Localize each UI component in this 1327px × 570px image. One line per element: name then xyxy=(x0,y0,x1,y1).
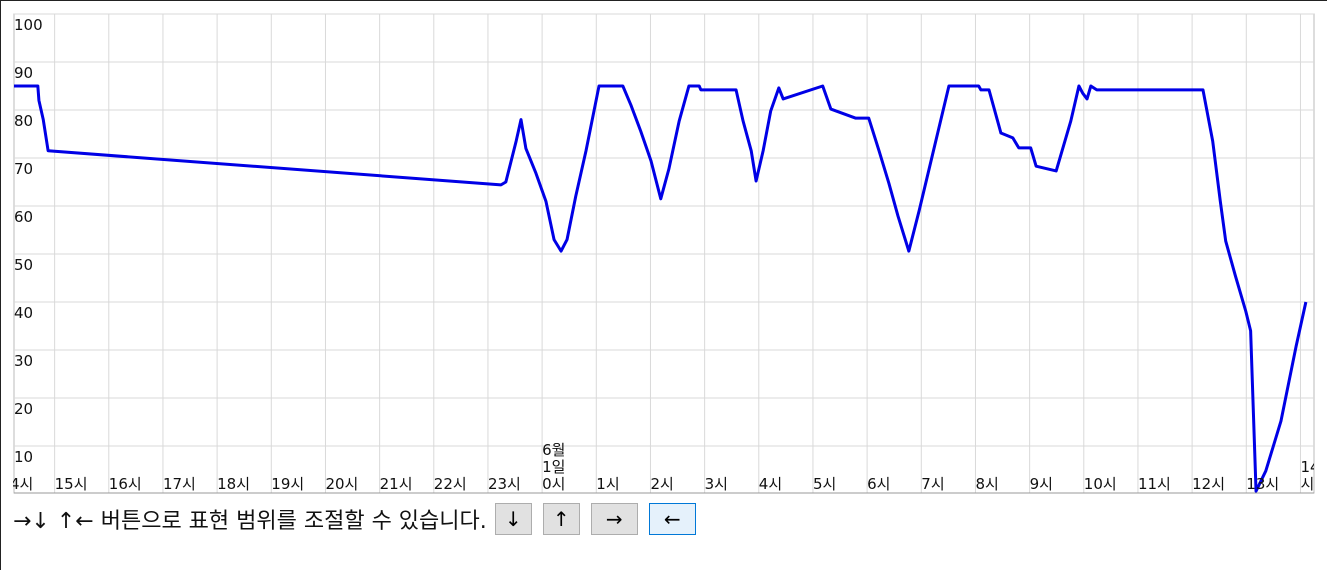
y-tick-label: 60 xyxy=(14,208,33,226)
x-axis-labels: 14시 15시 16시 17시 18시 19시 20시 21시 22시 23시 6월 1일 0시 1시… xyxy=(13,431,1314,501)
x-tick-label: 6시 xyxy=(867,475,891,493)
x-tick-label: 15시 xyxy=(54,475,88,493)
chart-area: 10 20 30 40 50 60 70 80 90 100 14시 15시 16시 17시 18시 19시… xyxy=(1,1,1327,501)
y-tick-label: 30 xyxy=(14,352,33,370)
x-tick-label: 8시 xyxy=(975,475,999,493)
x-tick-label: 16시 xyxy=(108,475,142,493)
x-tick-label: 7시 xyxy=(921,475,945,493)
y-tick-label: 10 xyxy=(14,448,33,466)
down-button[interactable]: ↓ xyxy=(494,503,532,535)
x-tick-label: 10시 xyxy=(1083,475,1117,493)
x-tick-label: 14시 xyxy=(1300,458,1314,493)
x-tick-label: 23시 xyxy=(487,475,521,493)
x-tick-label: 21시 xyxy=(379,475,413,493)
instructions: →↓ ↑← 버튼으로 표현 범위를 조절할 수 있습니다. xyxy=(13,509,487,534)
right-button[interactable]: → xyxy=(590,503,638,535)
y-tick-label: 80 xyxy=(14,112,33,130)
x-tick-label: 19시 xyxy=(271,475,305,493)
left-button[interactable]: ← xyxy=(648,503,696,535)
x-tick-label: 17시 xyxy=(162,475,196,493)
x-tick-label: 20시 xyxy=(325,475,359,493)
chart: 10 20 30 40 50 60 70 80 90 100 xyxy=(13,13,1315,494)
y-tick-label: 50 xyxy=(14,256,33,274)
controls: →↓ ↑← 버튼으로 표현 범위를 조절할 수 있습니다. ↓ ↑ → ← xyxy=(13,501,707,537)
x-tick-label: 12시 xyxy=(1192,475,1226,493)
x-tick-label: 2시 xyxy=(650,475,674,493)
x-tick-label: 3시 xyxy=(704,475,728,493)
y-tick-label: 100 xyxy=(14,16,43,34)
x-tick-label: 18시 xyxy=(217,475,251,493)
x-tick-label: 1시 xyxy=(596,475,620,493)
y-tick-label: 90 xyxy=(14,64,33,82)
data-line xyxy=(14,84,1308,493)
x-tick-label: 11시 xyxy=(1137,475,1171,493)
x-tick-label: 4시 xyxy=(758,475,783,493)
y-tick-label: 20 xyxy=(14,400,33,418)
x-tick-label: 13시 xyxy=(1246,475,1280,493)
x-tick-label: 9시 xyxy=(1029,475,1053,493)
y-tick-label: 40 xyxy=(14,304,33,322)
up-button[interactable]: ↑ xyxy=(542,503,580,535)
x-tick-label: 5시 xyxy=(812,475,837,493)
x-tick-label: 14시 xyxy=(13,475,34,493)
x-tick-label: 22시 xyxy=(433,475,467,493)
x-tick-label: 6월 1일 0시 xyxy=(542,441,566,493)
y-tick-label: 70 xyxy=(14,160,33,178)
